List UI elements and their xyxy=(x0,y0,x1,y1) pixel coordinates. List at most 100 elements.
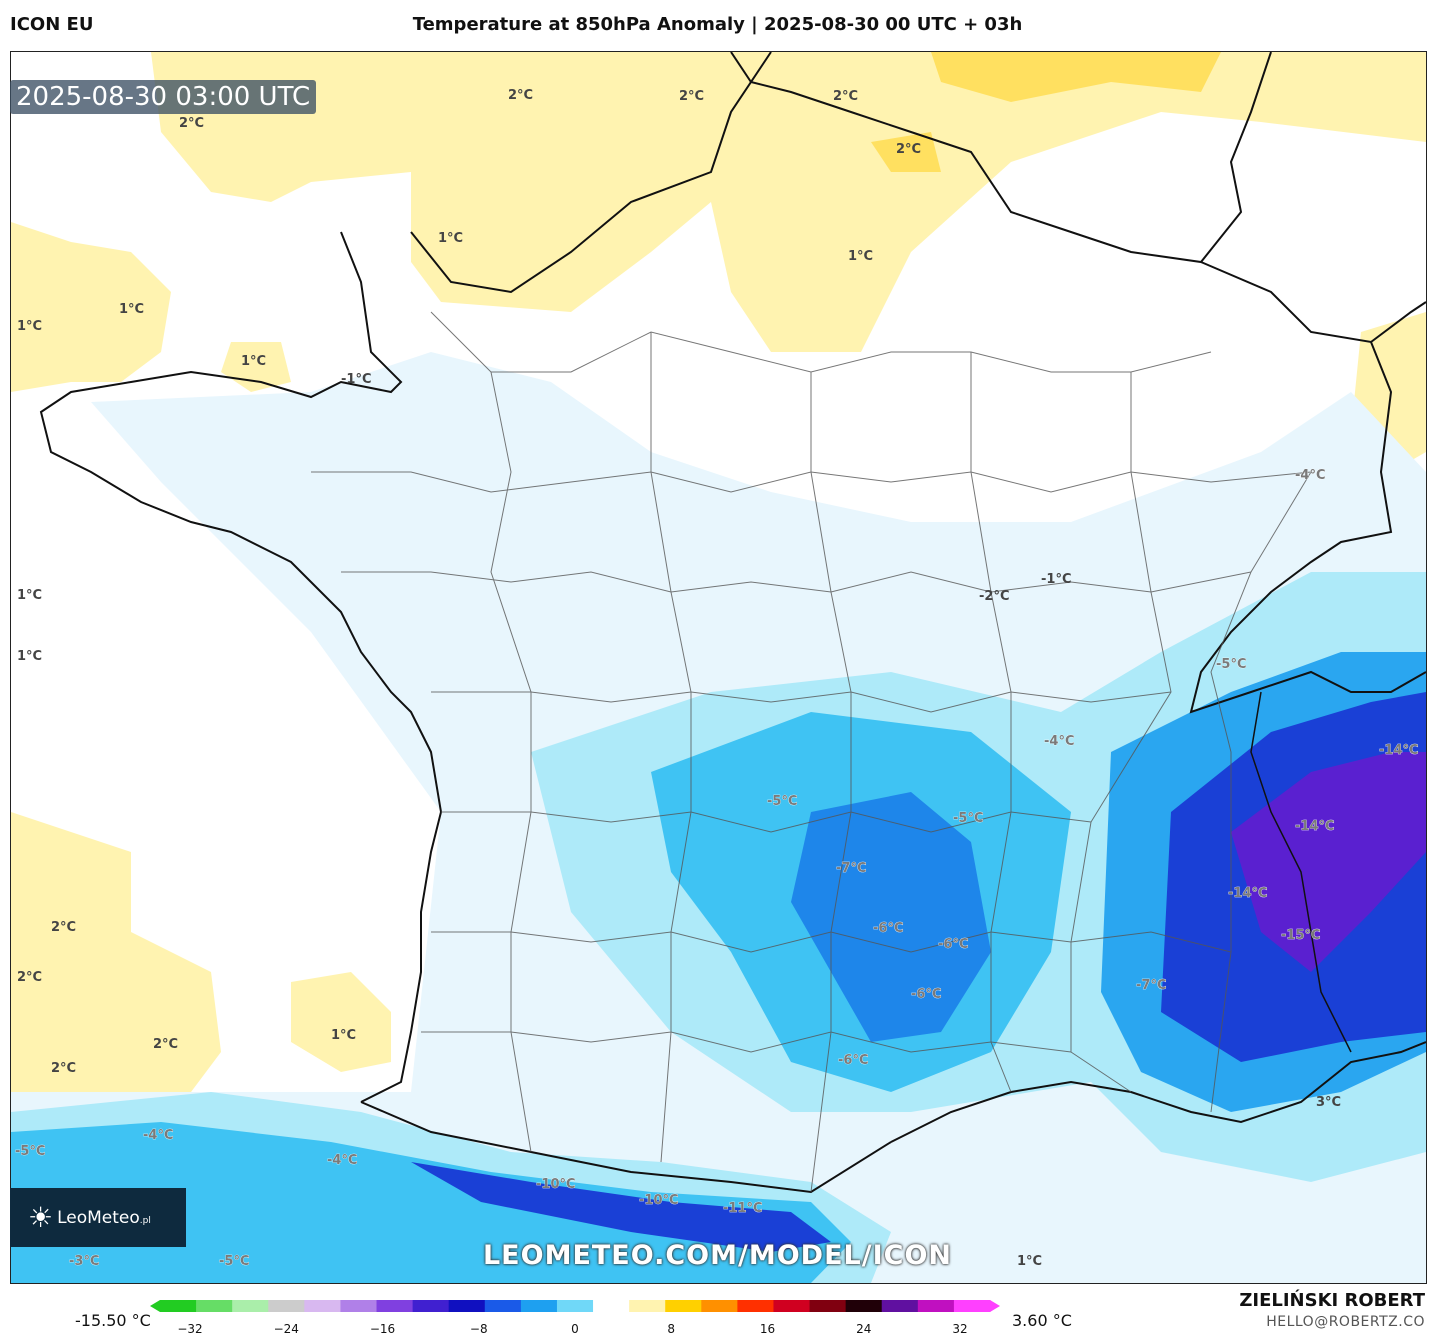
temp-label: 1°C xyxy=(848,249,873,264)
colorbar-tick-label: −16 xyxy=(369,1322,396,1336)
map-area[interactable]: 2°C 2°C 2°C 2°C 2°C 1°C 1°C 1°C 1°C 1°C … xyxy=(10,51,1427,1284)
colorbar-segment xyxy=(737,1300,774,1312)
temp-label: 3°C xyxy=(1316,1095,1341,1110)
colorbar-tick-label: 32 xyxy=(952,1322,968,1336)
colorbar-segment xyxy=(340,1300,378,1312)
chart-title: Temperature at 850hPa Anomaly | 2025-08-… xyxy=(412,14,1023,35)
temperature-labels: 2°C 2°C 2°C 2°C 2°C 1°C 1°C 1°C 1°C 1°C … xyxy=(15,88,1419,1269)
temp-label: -6°C xyxy=(938,937,968,952)
temp-label: -10°C xyxy=(639,1193,679,1208)
colorbar-segment xyxy=(448,1300,486,1312)
colorbar-segment xyxy=(196,1300,233,1312)
colorbar-tick-label: −32 xyxy=(177,1322,203,1336)
model-name: ICON EU xyxy=(10,14,94,35)
cold-area-pyrenees-deep xyxy=(411,1162,831,1252)
colorbar-tick-label: 8 xyxy=(667,1322,676,1336)
scale-min-label: -15.50 °C xyxy=(75,1311,151,1330)
temp-label: -5°C xyxy=(1216,657,1246,672)
warm-area-biscay-2 xyxy=(291,972,391,1072)
temp-label: 1°C xyxy=(17,319,42,334)
map-canvas: 2°C 2°C 2°C 2°C 2°C 1°C 1°C 1°C 1°C 1°C … xyxy=(11,52,1426,1283)
temp-label: -3°C xyxy=(69,1254,99,1269)
colorbar-segment xyxy=(232,1300,269,1312)
temp-label: -11°C xyxy=(723,1201,763,1216)
warm-area-biscay xyxy=(11,812,221,1112)
colorbar-tick-label: 24 xyxy=(856,1322,872,1336)
temp-label: -1°C xyxy=(1041,572,1071,587)
temp-label: 1°C xyxy=(331,1028,356,1043)
colorbar-segment xyxy=(556,1300,594,1312)
logo-text: LeoMeteo xyxy=(57,1207,140,1228)
author-name: ZIELIŃSKI ROBERT xyxy=(1239,1290,1425,1311)
temp-label: -1°C xyxy=(341,372,371,387)
colorbar-segment xyxy=(953,1300,991,1312)
colorbar-tick-label: 16 xyxy=(759,1322,776,1336)
colorbar-segment xyxy=(376,1300,414,1312)
scale-max-label: 3.60 °C xyxy=(1012,1311,1072,1330)
coastline-med xyxy=(890,1041,1426,1143)
leometeo-logo[interactable]: ☀ LeoMeteo .pl xyxy=(10,1188,186,1247)
temp-label: -10°C xyxy=(536,1177,576,1192)
temp-label: 2°C xyxy=(896,142,921,157)
temp-label: -7°C xyxy=(836,861,866,876)
temp-label: 1°C xyxy=(119,302,144,317)
colorbar-tick-label: −8 xyxy=(469,1322,488,1336)
temp-label: 1°C xyxy=(1017,1254,1042,1269)
warm-area-north-core xyxy=(931,52,1221,102)
temp-label: -5°C xyxy=(767,794,797,809)
temp-label: -5°C xyxy=(219,1254,249,1269)
department-boundaries xyxy=(311,311,1312,1193)
temp-label: -2°C xyxy=(979,589,1009,604)
temp-label: 2°C xyxy=(51,920,76,935)
coastline-channel xyxy=(39,231,443,1103)
warm-area-north xyxy=(151,52,1426,352)
colorbar-segment xyxy=(593,1300,630,1312)
logo-suffix: .pl xyxy=(139,1215,151,1226)
colorbar-segment xyxy=(629,1300,666,1312)
temp-label: -7°C xyxy=(1136,978,1166,993)
colorbar-segment xyxy=(304,1300,341,1312)
temp-label: -5°C xyxy=(15,1144,45,1159)
colorbar-segment xyxy=(701,1300,738,1312)
border-east xyxy=(730,52,1272,264)
colorbar-segment xyxy=(665,1300,702,1312)
temp-label: 1°C xyxy=(17,649,42,664)
colorbar-segment xyxy=(160,1300,197,1312)
temp-label: 2°C xyxy=(153,1037,178,1052)
temp-label: -15°C xyxy=(1281,928,1321,943)
website-watermark: LEOMETEO.COM/MODEL/ICON xyxy=(482,1240,953,1271)
author-email[interactable]: HELLO@ROBERTZ.CO xyxy=(1266,1314,1425,1330)
temp-label: -6°C xyxy=(873,921,903,936)
warm-area-west xyxy=(11,222,171,392)
cold-area-pyrenees-mid xyxy=(11,1122,851,1283)
temp-label: -14°C xyxy=(1379,743,1419,758)
colorbar-segment xyxy=(881,1300,919,1312)
border-italy xyxy=(1250,691,1352,1053)
temp-label: 1°C xyxy=(438,231,463,246)
timestamp-badge: 2025-08-30 03:00 UTC xyxy=(10,80,317,114)
cold-area-central-deep xyxy=(791,792,991,1042)
coastline-north xyxy=(410,52,772,294)
temp-label: -6°C xyxy=(838,1053,868,1068)
temp-label: -4°C xyxy=(143,1128,173,1143)
colorbar-min-arrow xyxy=(150,1300,160,1312)
colorbar-segment xyxy=(484,1300,522,1312)
colorbar-segment xyxy=(809,1300,847,1312)
temp-label: -14°C xyxy=(1228,886,1268,901)
colorbar-segment xyxy=(520,1300,558,1312)
temp-label: 2°C xyxy=(679,89,704,104)
temp-label: 2°C xyxy=(508,88,533,103)
temp-label: 1°C xyxy=(17,588,42,603)
temp-label: 2°C xyxy=(17,970,42,985)
warm-area-belgium xyxy=(871,132,941,172)
temp-label: 2°C xyxy=(833,89,858,104)
temp-label: 1°C xyxy=(241,354,266,369)
cold-area-alps-core xyxy=(1231,752,1426,972)
colorbar-segment xyxy=(917,1300,955,1312)
border-germany xyxy=(1189,261,1426,714)
temp-label: 2°C xyxy=(51,1061,76,1076)
colorbar-segment xyxy=(845,1300,883,1312)
colorbar-segment xyxy=(268,1300,305,1312)
colorbar-segment xyxy=(773,1300,811,1312)
temp-label: -4°C xyxy=(1044,734,1074,749)
